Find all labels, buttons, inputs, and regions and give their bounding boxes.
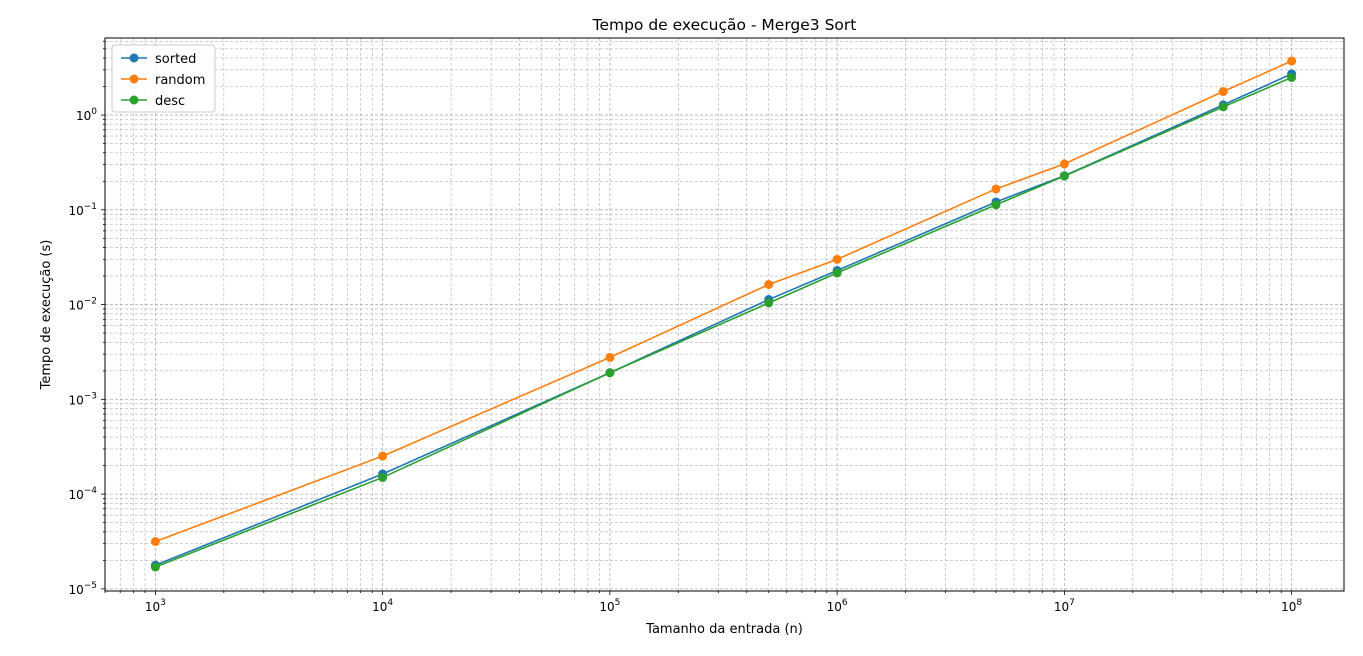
data-point-random (1218, 87, 1228, 97)
y-axis-label: Tempo de execução (s) (39, 240, 54, 391)
series-desc (150, 72, 1297, 572)
y-tick-exponent: −1 (84, 202, 97, 212)
grid (104, 38, 1344, 591)
y-tick-base: 10 (76, 109, 91, 123)
series-random (150, 56, 1297, 547)
data-point-desc (150, 562, 160, 572)
x-tick-label: 103 (145, 598, 166, 614)
y-tick-exponent: −4 (84, 486, 98, 496)
x-tick-exponent: 3 (160, 598, 166, 608)
y-tick-base: 10 (68, 583, 83, 597)
x-tick-exponent: 4 (387, 598, 393, 608)
data-point-desc (832, 268, 842, 278)
y-tick-exponent: −3 (84, 391, 97, 401)
y-tick-exponent: −2 (84, 297, 97, 307)
plot-frame (104, 37, 1345, 592)
x-tick-base: 10 (827, 600, 842, 614)
axis-ticks: 103 104 105 106 107 10810−510−410−310−210−110… (68, 40, 1302, 614)
y-tick-exponent: 0 (91, 107, 97, 117)
x-tick-base: 10 (145, 600, 160, 614)
data-point-desc (991, 200, 1001, 210)
y-tick-label: 10−2 (68, 297, 97, 313)
data-point-random (1287, 56, 1297, 66)
y-tick-label: 10−4 (68, 486, 97, 502)
x-tick-label: 107 (1054, 598, 1075, 614)
data-point-random (832, 254, 842, 264)
legend-label-sorted: sorted (155, 52, 196, 67)
y-tick-label: 100 (76, 107, 97, 123)
x-axis-label: Tamanho da entrada (n) (645, 622, 803, 637)
x-tick-label: 106 (827, 598, 848, 614)
y-tick-label: 10−5 (68, 581, 97, 597)
data-point-desc (605, 368, 615, 378)
x-tick-exponent: 5 (615, 598, 621, 608)
data-point-desc (1059, 171, 1069, 181)
legend-label-random: random (155, 73, 205, 88)
legend-box (111, 44, 216, 113)
y-tick-base: 10 (68, 299, 83, 313)
data-point-random (991, 184, 1001, 194)
y-tick-label: 10−1 (68, 202, 97, 218)
x-tick-base: 10 (372, 600, 387, 614)
y-tick-base: 10 (68, 204, 83, 218)
data-point-random (764, 279, 774, 289)
data-point-random (1059, 159, 1069, 169)
x-tick-base: 10 (1054, 600, 1069, 614)
y-tick-exponent: −5 (84, 581, 97, 591)
legend-label-desc: desc (155, 94, 185, 109)
data-point-random (378, 451, 388, 461)
x-tick-exponent: 8 (1296, 598, 1302, 608)
data-point-desc (378, 472, 388, 482)
x-tick-base: 10 (1281, 600, 1296, 614)
x-tick-base: 10 (599, 600, 614, 614)
data-point-random (605, 352, 615, 362)
x-tick-label: 104 (372, 598, 393, 614)
y-tick-base: 10 (68, 393, 83, 407)
chart-title: Tempo de execução - Merge3 Sort (592, 16, 857, 34)
y-tick-base: 10 (68, 488, 83, 502)
x-tick-label: 108 (1281, 598, 1302, 614)
legend-marker-random (129, 74, 139, 84)
data-point-random (150, 537, 160, 547)
legend-marker-sorted (129, 53, 139, 63)
x-tick-exponent: 7 (1069, 598, 1075, 608)
legend: sorted random desc (111, 44, 216, 113)
data-point-desc (1287, 72, 1297, 82)
data-point-desc (764, 298, 774, 308)
x-tick-label: 105 (599, 598, 620, 614)
x-tick-exponent: 6 (842, 598, 848, 608)
series-layer (150, 56, 1297, 572)
legend-marker-desc (129, 95, 139, 105)
y-tick-label: 10−3 (68, 391, 97, 407)
data-point-desc (1218, 102, 1228, 112)
